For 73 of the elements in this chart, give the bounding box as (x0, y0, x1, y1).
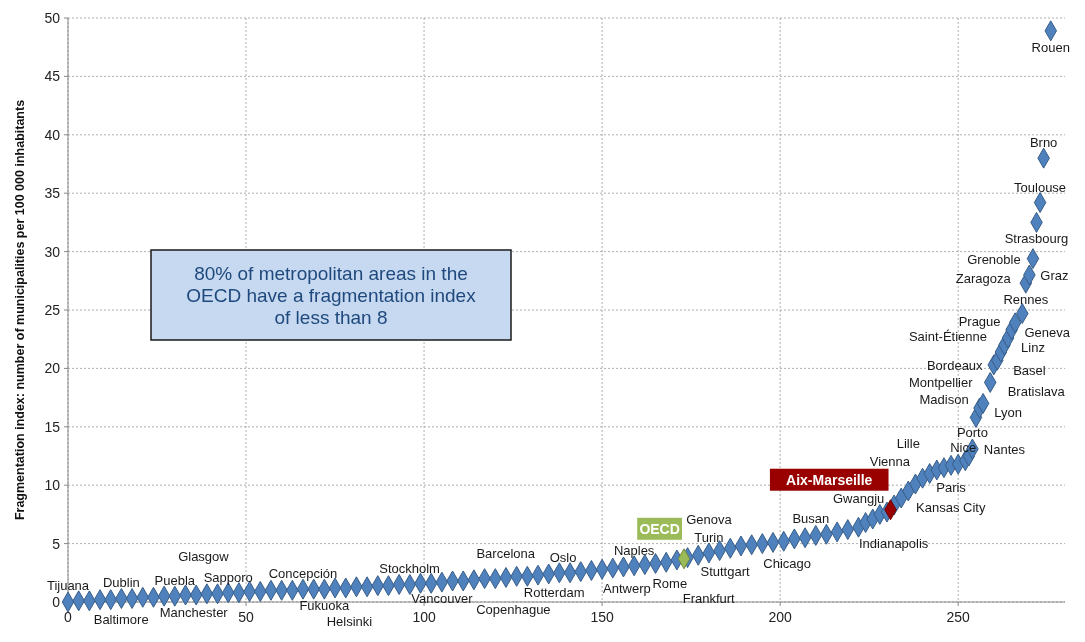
annotation: Lille (896, 436, 920, 452)
annotation: Barcelona (476, 546, 536, 562)
annotation: Bordeaux (926, 357, 984, 373)
annotation: Saint-Étienne (908, 329, 987, 345)
annotation: Puebla (154, 572, 196, 588)
annotation: Montpellier (908, 375, 974, 391)
annotation: Porto (956, 424, 988, 440)
annotation: Helsinki (326, 614, 373, 630)
annotation: Rennes (1003, 292, 1049, 308)
y-tick-label: 45 (44, 68, 61, 85)
annotation: Nantes (983, 441, 1026, 457)
annotation: Antwerp (603, 581, 651, 597)
y-tick-label: 50 (44, 10, 61, 26)
annotation: Frankfurt (682, 590, 736, 606)
annotation: Glasgow (178, 549, 230, 565)
annotation: 80% of metropolitan areas in the OECD have a fragmentation index of less than 8 (186, 262, 477, 328)
x-tick-label: 150 (590, 609, 614, 625)
annotation: Concepción (268, 566, 338, 582)
annotation: Stockholm (379, 561, 440, 577)
annotation: Fukuoka (299, 597, 351, 613)
annotation: Turin (694, 529, 724, 545)
x-tick-label: 250 (946, 609, 971, 625)
y-tick-label: 15 (44, 418, 61, 435)
annotation: Madison (919, 392, 969, 408)
annotation: Rouen (1031, 39, 1070, 55)
annotation: Paris (936, 480, 967, 496)
x-tick-label: 50 (238, 609, 255, 625)
y-tick-label: 40 (44, 126, 61, 143)
annotation: Naples (613, 542, 655, 558)
y-tick-label: 30 (44, 243, 61, 260)
annotation: Kansas City (916, 500, 986, 516)
annotation: Zaragoza (955, 270, 1012, 286)
annotation: Manchester (159, 605, 229, 621)
x-tick-label: 200 (768, 609, 793, 625)
y-tick-label: 35 (44, 185, 61, 202)
annotation: Basel (1013, 363, 1046, 379)
y-tick-label: 25 (44, 302, 61, 318)
annotation: Stuttgart (700, 564, 750, 580)
x-tick-label: 0 (64, 609, 73, 625)
y-tick-label: 20 (44, 360, 61, 377)
annotation: Grenoble (967, 251, 1021, 267)
annotation: Geneva (1024, 324, 1071, 340)
y-tick-label: 0 (52, 594, 61, 610)
y-axis-title: Fragmentation index: number of municipalities per 100 000 inhabitants (13, 99, 27, 521)
annotation: Graz (1040, 267, 1069, 283)
annotation: Chicago (763, 555, 812, 571)
annotation: Copenhague (476, 601, 551, 617)
annotation: Toulouse (1014, 179, 1067, 195)
annotation: Vienna (869, 454, 911, 470)
annotation: Bratislava (1007, 384, 1066, 400)
series-label: OECD (639, 520, 680, 537)
annotation: Prague (958, 313, 1001, 329)
annotation: Genova (686, 511, 733, 527)
y-tick-label: 5 (52, 535, 61, 552)
annotation: Oslo (549, 550, 577, 566)
text-callout: 80% of metropolitan areas in the OECD have a fragmentation index of less than 8 (150, 249, 512, 341)
y-tick-label: 10 (44, 477, 61, 494)
annotation: Rome (652, 575, 688, 591)
annotation: Dublin (102, 575, 140, 591)
annotation: Linz (1021, 340, 1045, 356)
annotation: Tijuana (46, 578, 90, 594)
annotation: Rotterdam (523, 584, 585, 600)
annotation: Vancouver (411, 591, 474, 607)
x-tick-label: 100 (412, 609, 436, 625)
annotation: Strasbourg (1004, 231, 1069, 247)
annotation: Gwangju (832, 491, 885, 507)
annotation: Busan (792, 510, 830, 526)
series-label: Aix-Marseille (786, 471, 873, 488)
annotation: Sapporo (203, 569, 253, 585)
annotation: Indianapolis (858, 536, 929, 552)
annotation: Brno (1029, 135, 1058, 151)
annotation: Lyon (994, 405, 1022, 421)
annotation: Baltimore (93, 611, 149, 627)
